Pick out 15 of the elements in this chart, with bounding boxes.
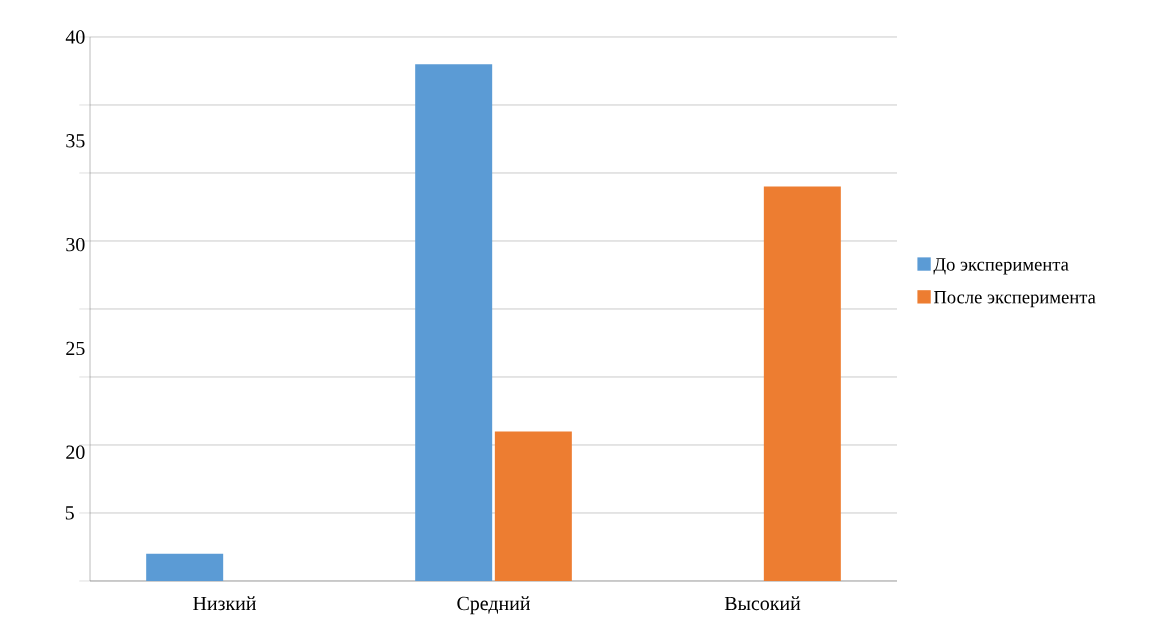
bar — [415, 64, 493, 581]
x-tick-label: Низкий — [193, 596, 256, 611]
x-tick-label: Средний — [457, 596, 531, 615]
y2-tick-label: 25 — [66, 341, 85, 356]
bar — [494, 431, 572, 581]
y-tick-label: 5 — [65, 506, 74, 520]
legend-label: После эксперимента — [933, 291, 1096, 308]
bar — [763, 186, 841, 581]
y2-tick-label: 35 — [66, 134, 85, 148]
bar — [146, 553, 224, 581]
y2-tick-label: 30 — [66, 237, 85, 252]
legend-label: До эксперимента — [933, 258, 1069, 275]
y2-tick-label: 20 — [66, 445, 85, 459]
y2-tick-label: 40 — [65, 30, 85, 44]
x-tick-label: Высокий — [724, 596, 801, 611]
